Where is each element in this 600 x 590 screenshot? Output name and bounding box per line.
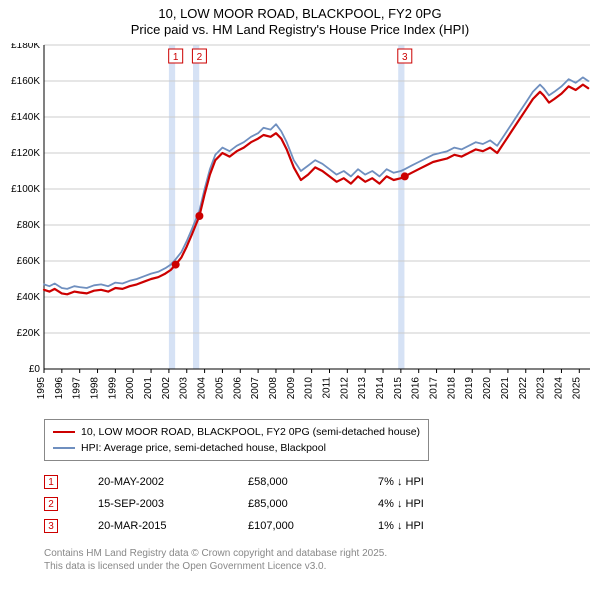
chart-area: £0 £20K £40K £60K £80K £100K £120K £140K £160K £1… — [8, 43, 592, 413]
marker-price: £85,000 — [248, 498, 378, 510]
chart-titles: 10, LOW MOOR ROAD, BLACKPOOL, FY2 0PG Pr… — [8, 6, 592, 37]
svg-text:£60K: £60K — [17, 256, 41, 267]
svg-text:£140K: £140K — [11, 112, 40, 123]
svg-text:£100K: £100K — [11, 184, 40, 195]
svg-text:£40K: £40K — [17, 292, 41, 303]
legend-label: 10, LOW MOOR ROAD, BLACKPOOL, FY2 0PG (s… — [81, 424, 420, 440]
marker-table-row: 3 20-MAR-2015£107,0001% ↓ HPI — [44, 515, 592, 537]
svg-text:2013: 2013 — [357, 377, 368, 400]
svg-text:£0: £0 — [29, 364, 41, 375]
marker-date: 15-SEP-2003 — [98, 498, 248, 510]
marker-badge: 3 — [44, 519, 58, 533]
svg-text:2024: 2024 — [553, 377, 564, 400]
svg-text:1997: 1997 — [72, 377, 83, 400]
svg-text:2023: 2023 — [536, 377, 547, 400]
svg-text:2017: 2017 — [429, 377, 440, 400]
svg-text:2000: 2000 — [125, 377, 136, 400]
svg-text:2004: 2004 — [197, 377, 208, 400]
svg-text:1995: 1995 — [36, 377, 47, 400]
svg-text:2016: 2016 — [411, 377, 422, 400]
svg-text:£120K: £120K — [11, 148, 40, 159]
footer-attribution: Contains HM Land Registry data © Crown c… — [44, 547, 592, 573]
legend-row: HPI: Average price, semi-detached house,… — [53, 440, 420, 456]
svg-text:1999: 1999 — [107, 377, 118, 400]
marker-table-row: 2 15-SEP-2003£85,0004% ↓ HPI — [44, 493, 592, 515]
svg-text:£160K: £160K — [11, 76, 40, 87]
svg-text:2011: 2011 — [321, 377, 332, 399]
svg-text:3: 3 — [402, 52, 408, 63]
legend-swatch — [53, 447, 75, 449]
svg-text:2006: 2006 — [232, 377, 243, 400]
chart-title-line2: Price paid vs. HM Land Registry's House … — [8, 22, 592, 37]
svg-text:2021: 2021 — [500, 377, 511, 400]
svg-text:2008: 2008 — [268, 377, 279, 400]
marker-badge: 2 — [44, 497, 58, 511]
svg-text:2025: 2025 — [571, 377, 582, 400]
marker-delta: 4% ↓ HPI — [378, 498, 424, 510]
svg-text:2015: 2015 — [393, 377, 404, 400]
line-chart: £0 £20K £40K £60K £80K £100K £120K £140K £160K £1… — [8, 43, 592, 413]
svg-text:2002: 2002 — [161, 377, 172, 400]
footer-line2: This data is licensed under the Open Gov… — [44, 560, 592, 573]
svg-text:2022: 2022 — [518, 377, 529, 400]
legend-swatch — [53, 431, 75, 433]
marker-price: £58,000 — [248, 476, 378, 488]
svg-text:2012: 2012 — [339, 377, 350, 400]
svg-text:2003: 2003 — [179, 377, 190, 400]
svg-text:£180K: £180K — [11, 43, 40, 51]
svg-text:2001: 2001 — [143, 377, 154, 400]
svg-text:2014: 2014 — [375, 377, 386, 400]
svg-text:2018: 2018 — [446, 377, 457, 400]
marker-date: 20-MAY-2002 — [98, 476, 248, 488]
legend-row: 10, LOW MOOR ROAD, BLACKPOOL, FY2 0PG (s… — [53, 424, 420, 440]
marker-table: 1 20-MAY-2002£58,0007% ↓ HPI 2 15-SEP-2003£… — [44, 471, 592, 537]
svg-text:1996: 1996 — [54, 377, 65, 400]
chart-legend: 10, LOW MOOR ROAD, BLACKPOOL, FY2 0PG (s… — [44, 419, 429, 461]
legend-label: HPI: Average price, semi-detached house,… — [81, 440, 326, 456]
svg-text:£80K: £80K — [17, 220, 41, 231]
chart-title-line1: 10, LOW MOOR ROAD, BLACKPOOL, FY2 0PG — [8, 6, 592, 21]
marker-date: 20-MAR-2015 — [98, 520, 248, 532]
svg-text:2005: 2005 — [214, 377, 225, 400]
svg-text:1: 1 — [173, 52, 179, 63]
footer-line1: Contains HM Land Registry data © Crown c… — [44, 547, 592, 560]
marker-badge: 1 — [44, 475, 58, 489]
svg-text:2019: 2019 — [464, 377, 475, 400]
svg-text:2020: 2020 — [482, 377, 493, 400]
svg-text:2009: 2009 — [286, 377, 297, 400]
marker-table-row: 1 20-MAY-2002£58,0007% ↓ HPI — [44, 471, 592, 493]
marker-price: £107,000 — [248, 520, 378, 532]
marker-delta: 7% ↓ HPI — [378, 476, 424, 488]
svg-text:£20K: £20K — [17, 328, 41, 339]
svg-text:2: 2 — [197, 52, 203, 63]
svg-text:2010: 2010 — [304, 377, 315, 400]
svg-text:2007: 2007 — [250, 377, 261, 400]
svg-text:1998: 1998 — [90, 377, 101, 400]
marker-delta: 1% ↓ HPI — [378, 520, 424, 532]
page-root: 10, LOW MOOR ROAD, BLACKPOOL, FY2 0PG Pr… — [0, 0, 600, 590]
